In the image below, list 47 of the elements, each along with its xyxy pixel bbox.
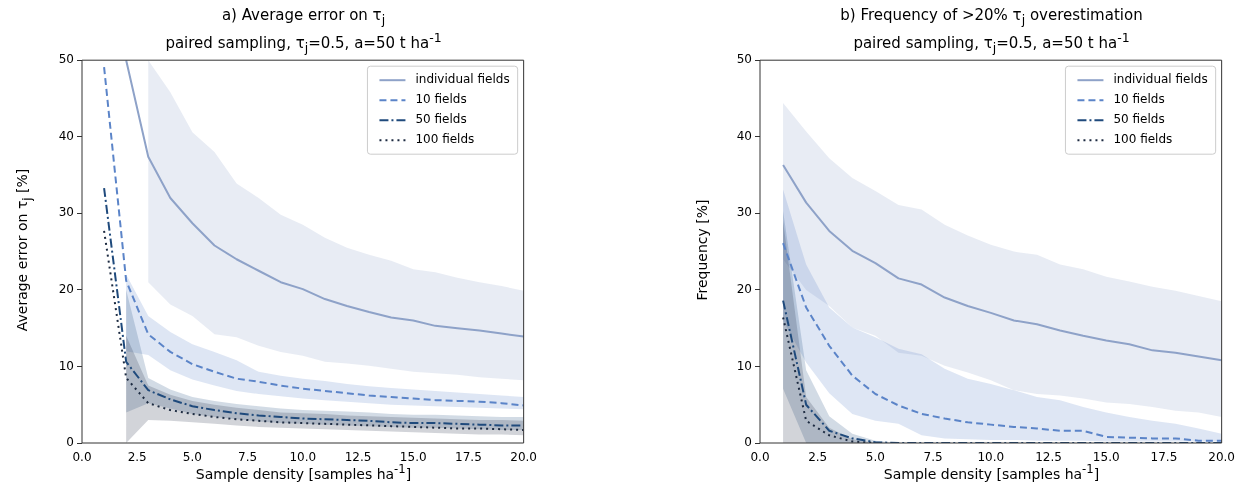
x-tick-label: 0.0 (750, 450, 770, 465)
y-axis-title: Frequency [%] (694, 199, 710, 301)
y-tick-label: 0 (744, 435, 752, 450)
y-tick-label: 0 (66, 435, 74, 450)
x-tick-label: 0.0 (72, 450, 92, 465)
x-axis-title: Sample density [samples ha$^{-1}$] (195, 462, 412, 482)
legend-label: individual fields (1113, 72, 1208, 87)
y-tick-label: 40 (58, 128, 74, 143)
line-series (103, 229, 524, 431)
x-tick-label: 5.0 (865, 450, 885, 465)
y-tick-label: 50 (736, 52, 752, 67)
x-tick-label: 15.0 (399, 450, 427, 465)
x-tick-label: 10.0 (289, 450, 317, 465)
y-tick-label: 30 (58, 205, 74, 220)
y-tick-label: 10 (58, 358, 74, 373)
y-tick-label: 20 (736, 282, 752, 297)
chart-subtitle: paired sampling, τ$_{j}$=0.5, a=50 t ha$^{-1}$ (852, 30, 1131, 55)
x-tick-label: 2.5 (127, 450, 147, 465)
x-tick-label: 20.0 (1208, 450, 1235, 465)
y-tick-label: 10 (736, 358, 752, 373)
x-tick-label: 15.0 (1092, 450, 1120, 465)
x-axis-title: Sample density [samples ha$^{-1}$] (883, 462, 1100, 482)
chart-title: a) Average error on τ$_{j}$ (220, 6, 387, 27)
legend-label: 50 fields (415, 112, 467, 127)
legend-label: 50 fields (1113, 112, 1165, 127)
x-tick-label: 7.5 (238, 450, 258, 465)
y-tick-label: 50 (58, 52, 74, 67)
legend-label: 10 fields (1113, 92, 1165, 107)
legend-label: 100 fields (1113, 132, 1173, 147)
chart-title: b) Frequency of >20% τ$_{j}$ overestimation (839, 6, 1144, 27)
legend-label: 10 fields (415, 92, 467, 107)
line-series (103, 66, 524, 407)
y-tick-label: 40 (736, 128, 752, 143)
y-tick-label: 20 (58, 282, 74, 297)
x-tick-label: 17.5 (1150, 450, 1178, 465)
chart-subtitle: paired sampling, τ$_{j}$=0.5, a=50 t ha$^{-1}$ (164, 30, 443, 55)
legend-label: 100 fields (415, 132, 475, 147)
legend-label: individual fields (415, 72, 510, 87)
x-tick-label: 17.5 (455, 450, 482, 465)
x-tick-label: 5.0 (182, 450, 202, 465)
x-tick-label: 7.5 (923, 450, 943, 465)
x-tick-label: 12.5 (1035, 450, 1062, 465)
x-tick-label: 20.0 (510, 450, 537, 465)
x-tick-label: 10.0 (977, 450, 1005, 465)
y-tick-label: 30 (736, 205, 752, 220)
x-tick-label: 2.5 (808, 450, 828, 465)
x-tick-label: 12.5 (344, 450, 372, 465)
